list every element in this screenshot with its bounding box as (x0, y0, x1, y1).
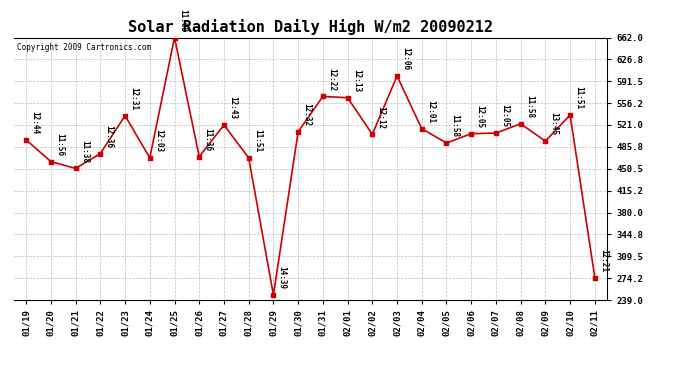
Point (342, 95, 353, 101)
Text: 12:06: 12:06 (401, 47, 410, 70)
Point (416, 126, 427, 132)
Point (367, 131, 378, 137)
Text: 12:22: 12:22 (327, 68, 336, 91)
Point (564, 112, 575, 118)
Text: Copyright 2009 Cartronics.com: Copyright 2009 Cartronics.com (17, 43, 151, 52)
Point (219, 122, 230, 128)
Point (391, 73, 402, 79)
Point (515, 121, 526, 127)
Text: 12:01: 12:01 (426, 100, 435, 123)
Text: 11:08: 11:08 (179, 9, 188, 32)
Point (169, 34, 180, 40)
Text: 12:31: 12:31 (129, 87, 138, 110)
Point (491, 130, 502, 136)
Point (540, 138, 551, 144)
Text: 12:36: 12:36 (104, 125, 113, 148)
Text: 12:32: 12:32 (302, 103, 311, 126)
Text: 11:58: 11:58 (451, 114, 460, 138)
Point (46, 159, 57, 165)
Text: 12:21: 12:21 (599, 249, 608, 272)
Point (466, 131, 477, 137)
Point (268, 292, 279, 298)
Text: 13:45: 13:45 (549, 112, 558, 136)
Point (144, 155, 155, 161)
Text: 11:38: 11:38 (80, 140, 89, 163)
Text: 12:43: 12:43 (228, 96, 237, 120)
Text: 12:12: 12:12 (377, 106, 386, 129)
Point (317, 93, 328, 99)
Point (243, 155, 254, 161)
Text: 14:39: 14:39 (277, 266, 286, 290)
Point (441, 140, 452, 146)
Text: 12:13: 12:13 (352, 69, 361, 92)
Title: Solar Radiation Daily High W/m2 20090212: Solar Radiation Daily High W/m2 20090212 (128, 19, 493, 35)
Point (95, 150, 106, 156)
Point (194, 154, 205, 160)
Text: 11:51: 11:51 (253, 129, 262, 152)
Text: 12:05: 12:05 (500, 104, 509, 128)
Text: 11:36: 11:36 (204, 128, 213, 151)
Text: 11:51: 11:51 (574, 86, 583, 109)
Point (21, 137, 32, 143)
Text: 11:56: 11:56 (55, 133, 64, 156)
Text: 12:44: 12:44 (30, 111, 39, 134)
Text: 11:58: 11:58 (525, 95, 534, 118)
Text: 12:05: 12:05 (475, 105, 484, 128)
Text: 12:03: 12:03 (154, 129, 163, 152)
Point (589, 274, 600, 280)
Point (293, 129, 304, 135)
Point (119, 113, 130, 119)
Point (70, 165, 81, 171)
